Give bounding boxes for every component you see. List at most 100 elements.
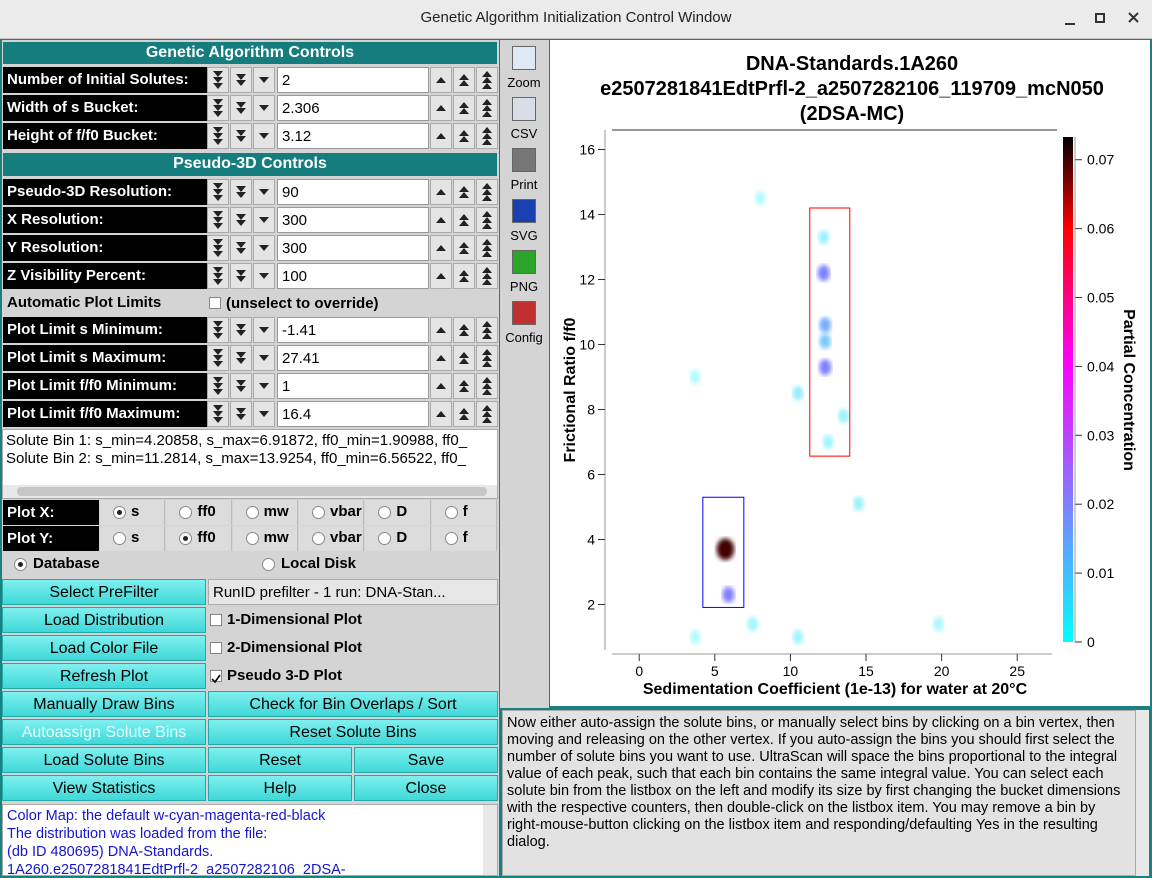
- counter-down[interactable]: [207, 401, 229, 427]
- counter-down[interactable]: [230, 345, 252, 371]
- radio[interactable]: [14, 558, 27, 571]
- value-input[interactable]: -1.41: [277, 317, 429, 343]
- counter-down[interactable]: [230, 401, 252, 427]
- checkbox-label[interactable]: 2-Dimensional Plot: [227, 639, 363, 656]
- counter-down[interactable]: [207, 317, 229, 343]
- toolbar-label[interactable]: SVG: [510, 228, 538, 243]
- radio[interactable]: [444, 532, 458, 545]
- counter-down[interactable]: [207, 207, 229, 233]
- counter-down[interactable]: [253, 123, 275, 149]
- counter-down[interactable]: [207, 263, 229, 289]
- button[interactable]: Manually Draw Bins: [2, 691, 206, 717]
- counter-down[interactable]: [230, 123, 252, 149]
- radio[interactable]: [262, 558, 275, 571]
- bin-item[interactable]: Solute Bin 2: s_min=11.2814, s_max=13.92…: [6, 450, 466, 467]
- radio[interactable]: [378, 532, 392, 545]
- counter-down[interactable]: [207, 67, 229, 93]
- button[interactable]: Reset Solute Bins: [208, 719, 498, 745]
- counter-down[interactable]: [253, 373, 275, 399]
- counter-up[interactable]: [430, 95, 452, 121]
- checkbox[interactable]: [209, 297, 221, 309]
- counter-down[interactable]: [207, 235, 229, 261]
- counter-down[interactable]: [207, 123, 229, 149]
- counter-up[interactable]: [430, 373, 452, 399]
- scroll-thumb[interactable]: [17, 487, 487, 496]
- value-input[interactable]: 90: [277, 179, 429, 205]
- checkbox-label[interactable]: 1-Dimensional Plot: [227, 611, 363, 628]
- button[interactable]: Help: [208, 775, 352, 801]
- scrollbar[interactable]: [483, 805, 497, 875]
- value-input[interactable]: 3.12: [277, 123, 429, 149]
- counter-up[interactable]: [430, 345, 452, 371]
- counter-up[interactable]: [453, 235, 475, 261]
- radio[interactable]: [378, 506, 392, 519]
- counter-up[interactable]: [430, 317, 452, 343]
- bin-listbox[interactable]: Solute Bin 1: s_min=4.20858, s_max=6.918…: [2, 429, 498, 499]
- counter-up[interactable]: [430, 235, 452, 261]
- counter-down[interactable]: [207, 179, 229, 205]
- button[interactable]: Load Color File: [2, 635, 206, 661]
- counter-up[interactable]: [453, 263, 475, 289]
- bin-item[interactable]: Solute Bin 1: s_min=4.20858, s_max=6.918…: [6, 432, 468, 449]
- counter-up[interactable]: [453, 345, 475, 371]
- button[interactable]: Load Distribution: [2, 607, 206, 633]
- radio[interactable]: [245, 532, 259, 545]
- counter-up[interactable]: [453, 317, 475, 343]
- counter-up[interactable]: [430, 179, 452, 205]
- close[interactable]: [1128, 12, 1139, 23]
- counter-up[interactable]: [430, 401, 452, 427]
- counter-down[interactable]: [253, 179, 275, 205]
- radio[interactable]: [312, 506, 325, 519]
- counter-down[interactable]: [207, 345, 229, 371]
- radio[interactable]: [113, 506, 126, 519]
- scrollbar[interactable]: [3, 485, 497, 498]
- toolbar-icon[interactable]: [512, 199, 536, 223]
- counter-up[interactable]: [476, 345, 498, 371]
- toolbar-icon[interactable]: [512, 250, 536, 274]
- toolbar-icon[interactable]: [512, 46, 536, 70]
- value-input[interactable]: 2: [277, 67, 429, 93]
- value-input[interactable]: 100: [277, 263, 429, 289]
- button[interactable]: Refresh Plot: [2, 663, 206, 689]
- toolbar-icon[interactable]: [512, 301, 536, 325]
- toolbar-icon[interactable]: [512, 148, 536, 172]
- counter-up[interactable]: [476, 263, 498, 289]
- counter-up[interactable]: [453, 179, 475, 205]
- radio[interactable]: [312, 532, 325, 545]
- counter-up[interactable]: [430, 207, 452, 233]
- counter-down[interactable]: [230, 207, 252, 233]
- counter-up[interactable]: [453, 67, 475, 93]
- button[interactable]: View Statistics: [2, 775, 206, 801]
- counter-up[interactable]: [476, 235, 498, 261]
- value-input[interactable]: 16.4: [277, 401, 429, 427]
- source-option[interactable]: Database: [33, 555, 100, 572]
- counter-up[interactable]: [430, 123, 452, 149]
- counter-up[interactable]: [476, 317, 498, 343]
- toolbar-label[interactable]: Config: [505, 330, 543, 345]
- counter-down[interactable]: [253, 67, 275, 93]
- counter-up[interactable]: [453, 207, 475, 233]
- radio[interactable]: [179, 506, 193, 519]
- toolbar-label[interactable]: PNG: [509, 279, 539, 294]
- counter-down[interactable]: [253, 345, 275, 371]
- counter-up[interactable]: [453, 123, 475, 149]
- button[interactable]: Select PreFilter: [2, 579, 206, 605]
- counter-up[interactable]: [430, 67, 452, 93]
- counter-up[interactable]: [430, 263, 452, 289]
- button[interactable]: Save: [354, 747, 498, 773]
- toolbar-label[interactable]: CSV: [510, 126, 538, 141]
- counter-up[interactable]: [476, 207, 498, 233]
- counter-down[interactable]: [230, 179, 252, 205]
- scrollbar[interactable]: [1136, 710, 1149, 876]
- counter-down[interactable]: [207, 95, 229, 121]
- counter-up[interactable]: [476, 401, 498, 427]
- counter-up[interactable]: [453, 373, 475, 399]
- checkbox[interactable]: [210, 670, 222, 684]
- maximize[interactable]: [1095, 13, 1105, 23]
- counter-down[interactable]: [253, 317, 275, 343]
- counter-up[interactable]: [476, 95, 498, 121]
- counter-down[interactable]: [253, 207, 275, 233]
- toolbar-icon[interactable]: [512, 97, 536, 121]
- toolbar-label[interactable]: Print: [510, 177, 538, 192]
- counter-down[interactable]: [230, 263, 252, 289]
